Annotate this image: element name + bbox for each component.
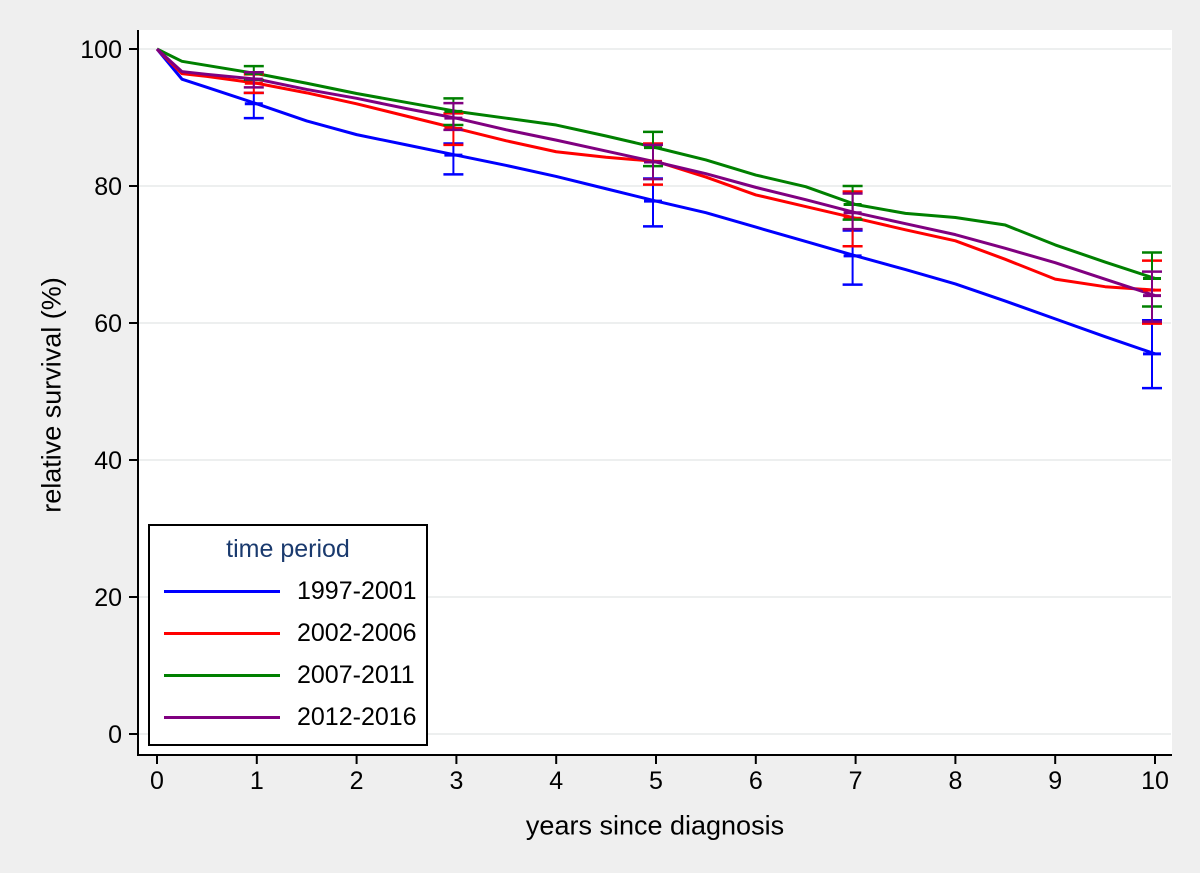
legend-line-sample	[164, 715, 280, 719]
legend-line-sample	[164, 631, 280, 635]
legend-item-label: 2007-2011	[297, 660, 415, 689]
legend-item-label: 2002-2006	[297, 618, 417, 647]
x-tick-label: 0	[150, 767, 164, 795]
x-tick-label: 8	[948, 767, 962, 795]
legend-item-label: 2012-2016	[297, 702, 417, 731]
y-tick-label: 0	[108, 721, 122, 749]
x-axis-title: years since diagnosis	[525, 810, 785, 841]
x-tick-label: 9	[1048, 767, 1062, 795]
x-tick-label: 1	[250, 767, 264, 795]
series-line-2012-2016	[155, 47, 1156, 298]
x-tick-label: 7	[849, 767, 863, 795]
legend-line-sample	[164, 589, 280, 593]
x-tick-label: 4	[549, 767, 563, 795]
legend-line-sample	[164, 673, 280, 677]
x-tick-label: 10	[1141, 767, 1169, 795]
legend-item-label: 1997-2001	[297, 576, 417, 605]
y-tick-label: 80	[94, 173, 122, 201]
series-line-1997-2001	[155, 48, 1156, 356]
legend-item: 2012-2016	[164, 702, 426, 732]
x-tick-label: 3	[449, 767, 463, 795]
series-line-2007-2011	[156, 47, 1156, 280]
legend-item: 2007-2011	[164, 660, 426, 690]
y-tick-label: 100	[80, 36, 122, 64]
legend: time period 1997-2001 2002-2006 2007-201…	[148, 524, 428, 746]
legend-item: 2002-2006	[164, 618, 426, 648]
y-tick-label: 60	[94, 310, 122, 338]
legend-item: 1997-2001	[164, 576, 426, 606]
series-line-2002-2006	[155, 47, 1156, 292]
x-tick-label: 2	[350, 767, 364, 795]
x-tick-label: 6	[749, 767, 763, 795]
legend-title: time period	[226, 535, 350, 563]
y-tick-label: 40	[94, 447, 122, 475]
y-axis-title: relative survival (%)	[36, 277, 67, 513]
x-tick-label: 5	[649, 767, 663, 795]
y-tick-label: 20	[94, 584, 122, 612]
